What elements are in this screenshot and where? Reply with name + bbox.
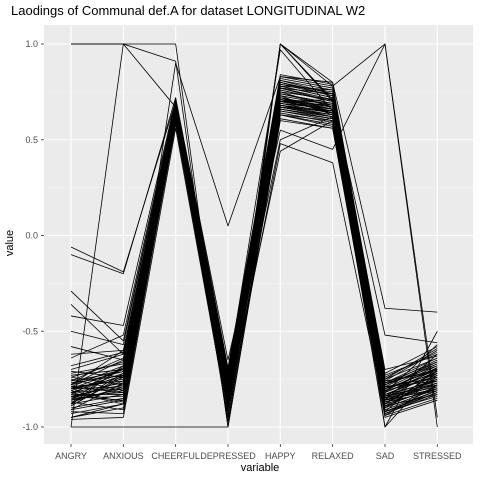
x-tick-label: STRESSED <box>413 451 462 461</box>
x-tick-label: RELAXED <box>312 451 355 461</box>
x-tick-label: ANXIOUS <box>103 451 144 461</box>
x-tick-label: ANGRY <box>55 451 87 461</box>
series-line-66 <box>70 49 438 393</box>
series-line-63 <box>70 43 438 405</box>
y-tick-label: 0.0 <box>25 231 38 241</box>
x-tick-label: SAD <box>376 451 395 461</box>
series-line-58 <box>71 43 438 428</box>
y-tick-label: 0.5 <box>25 135 38 145</box>
series-line-65 <box>70 43 438 416</box>
chart-title: Laodings of Communal def.A for dataset L… <box>11 3 365 18</box>
x-axis-label: variable <box>241 462 280 474</box>
y-tick-label: -0.5 <box>22 326 38 336</box>
x-tick-label: CHEERFUL <box>151 451 200 461</box>
y-tick-label: 1.0 <box>25 39 38 49</box>
y-tick-labels: 1.0 0.5 0.0 -0.5 -1.0 <box>22 39 44 432</box>
series-line-67 <box>70 112 438 405</box>
x-tick-label: DEPRESSED <box>200 451 256 461</box>
series-line-59 <box>70 62 438 418</box>
series-line-57 <box>70 43 438 428</box>
y-axis-label: value <box>4 230 16 256</box>
series-lines <box>70 43 438 428</box>
y-tick-label: -1.0 <box>22 422 38 432</box>
x-tick-label: HAPPY <box>265 451 296 461</box>
series-line-64 <box>70 118 438 413</box>
x-tick-labels: ANGRY ANXIOUS CHEERFUL DEPRESSED HAPPY RELAXE… <box>55 444 462 461</box>
